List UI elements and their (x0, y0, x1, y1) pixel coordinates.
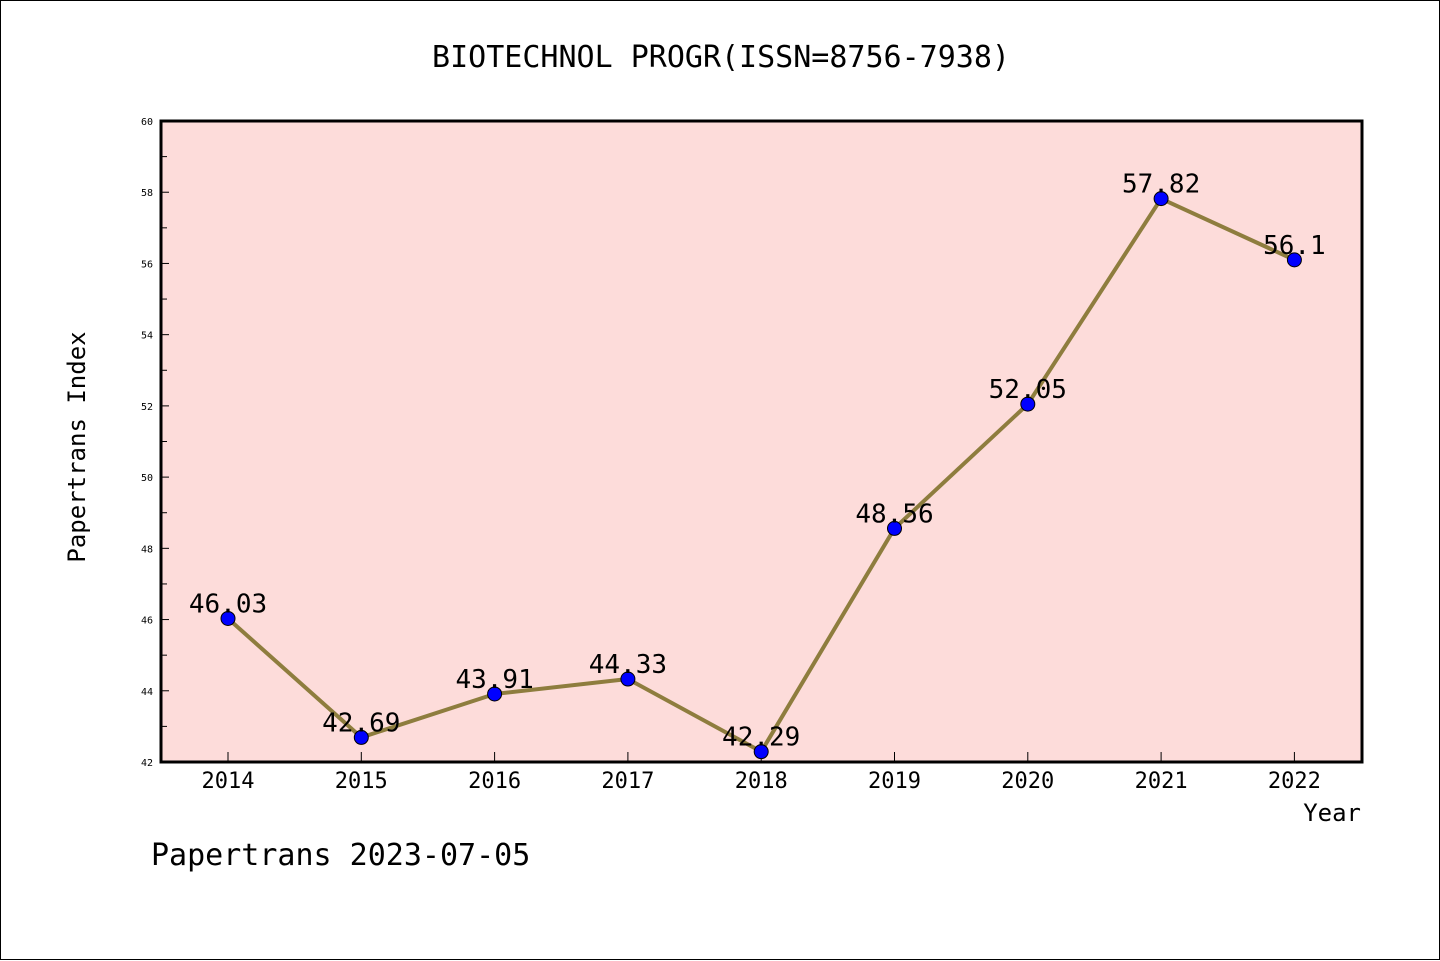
x-tick-label: 2018 (735, 769, 788, 794)
data-point-2014 (220, 610, 236, 626)
x-axis-ticks: 2014 2015 2016 2017 2018 2019 2020 2021 2022 (202, 752, 1321, 794)
data-label-2019: 48.56 (855, 499, 933, 529)
y-tick-label: 54 (141, 331, 153, 342)
data-point-2018 (753, 744, 769, 760)
data-point-2015 (353, 729, 369, 745)
y-axis-label: Papertrans Index (63, 331, 91, 562)
x-tick-label: 2020 (1001, 769, 1054, 794)
data-label-2014: 46.03 (189, 589, 267, 619)
x-tick-label: 2021 (1135, 769, 1188, 794)
data-label-2017: 44.33 (589, 650, 667, 680)
data-label-2022: 56.1 (1263, 231, 1326, 261)
x-axis-label: Year (1303, 799, 1361, 827)
x-tick-label: 2016 (468, 769, 521, 794)
x-tick-label: 2015 (335, 769, 388, 794)
x-tick-label: 2014 (202, 769, 255, 794)
data-label-2018: 42.29 (722, 723, 800, 753)
plot-area (159, 119, 1364, 764)
y-tick-label: 48 (141, 544, 153, 555)
y-tick-label: 50 (141, 473, 153, 484)
y-tick-label: 52 (141, 402, 153, 413)
data-label-2020: 52.05 (989, 375, 1067, 405)
x-tick-label: 2017 (601, 769, 654, 794)
data-point-2021 (1153, 191, 1169, 207)
data-point-2022 (1286, 252, 1302, 268)
data-point-2019 (887, 520, 902, 536)
x-tick-label: 2019 (868, 769, 921, 794)
data-label-2021: 57.82 (1122, 170, 1200, 200)
y-tick-label: 56 (141, 259, 153, 270)
y-tick-label: 44 (141, 687, 153, 698)
data-point-2016 (487, 686, 503, 702)
series-layer: 46.03 42.69 43.91 44.33 42.29 48.56 52.05 57.82… (189, 170, 1326, 760)
data-label-2015: 42.69 (322, 708, 400, 738)
data-label-2016: 43.91 (455, 665, 533, 695)
y-tick-label: 46 (141, 616, 153, 627)
chart-title: BIOTECHNOL PROGR(ISSN=8756-7938) (432, 40, 1010, 75)
data-point-2017 (620, 671, 636, 687)
y-tick-label: 58 (141, 188, 153, 199)
y-tick-label: 42 (141, 758, 153, 769)
y-tick-label: 60 (141, 117, 153, 128)
x-tick-label: 2022 (1268, 769, 1321, 794)
footer-text: Papertrans 2023-07-05 (151, 838, 530, 873)
data-point-2020 (1020, 396, 1036, 412)
y-axis-ticks: 42 44 46 48 50 52 54 56 58 60 (141, 117, 169, 769)
